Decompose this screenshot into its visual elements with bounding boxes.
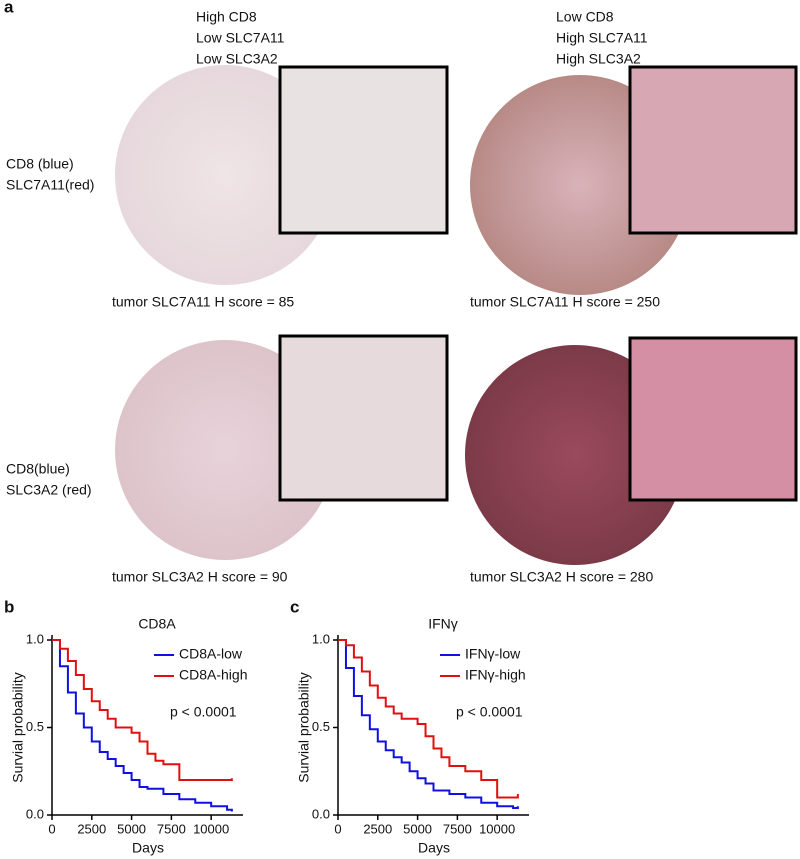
chart-title: IFNγ [428,616,458,632]
column-header: Low SLC7A11 [196,30,285,46]
legend-label: IFNγ-low [465,646,521,662]
y-tick-label: 0.5 [26,719,44,734]
row-label: CD8(blue) [6,461,70,477]
caption: tumor SLC3A2 H score = 90 [112,569,288,585]
legend-label: CD8A-high [179,667,247,683]
x-tick-label: 7500 [157,821,186,836]
y-tick-label: 1.0 [312,631,330,646]
x-axis-label: Days [132,840,164,856]
inset [628,336,798,502]
y-tick-label: 0.0 [312,806,330,821]
y-tick-label: 1.0 [26,631,44,646]
panel-label: b [4,597,14,616]
chart-title: CD8A [138,616,176,632]
row-label: SLC7A11(red) [6,177,94,193]
x-tick-label: 0 [334,821,341,836]
panel-label: c [290,597,299,616]
y-tick-label: 0.5 [312,719,330,734]
survival-curve [52,639,233,812]
row-label: SLC3A2 (red) [6,482,92,498]
caption: tumor SLC7A11 H score = 85 [112,294,294,310]
x-tick-label: 5000 [403,821,432,836]
column-header: Low SLC3A2 [196,51,278,67]
survival-curve [338,639,519,809]
row-label: CD8 (blue) [6,156,74,172]
x-axis-label: Days [418,840,450,856]
inset [278,334,449,502]
x-tick-label: 7500 [443,821,472,836]
x-tick-label: 10000 [193,821,229,836]
y-tick-label: 0.0 [26,806,44,821]
column-header: Low CD8 [556,9,614,25]
x-tick-label: 2500 [363,821,392,836]
x-tick-label: 0 [48,821,55,836]
column-header: High SLC3A2 [556,51,641,67]
inset [628,65,798,235]
legend-label: CD8A-low [179,646,243,662]
survival-curve [338,639,519,799]
y-axis-label: Survial probability [10,672,26,783]
y-axis-label: Survial probability [296,672,312,783]
x-tick-label: 5000 [117,821,146,836]
x-tick-label: 10000 [479,821,515,836]
survival-curve [52,639,233,781]
legend-label: IFNγ-high [465,667,526,683]
annotation: p < 0.0001 [170,704,237,720]
tissue-images [115,65,798,565]
panel-label: a [4,0,14,16]
annotation: p < 0.0001 [456,704,523,720]
column-header: High CD8 [196,9,257,25]
x-tick-label: 2500 [77,821,106,836]
inset [278,65,449,235]
caption: tumor SLC3A2 H score = 280 [470,569,653,585]
caption: tumor SLC7A11 H score = 250 [470,294,660,310]
column-header: High SLC7A11 [556,30,648,46]
